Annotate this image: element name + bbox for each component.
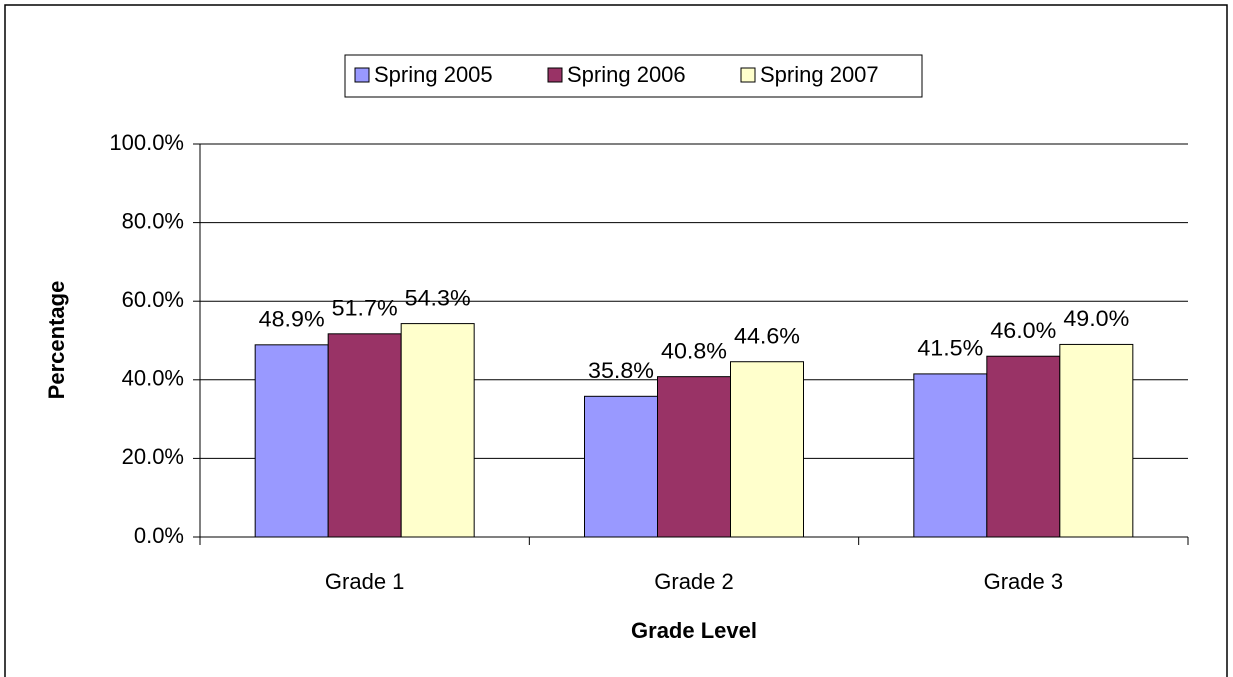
bar — [986, 355, 1061, 538]
legend-box — [344, 54, 923, 98]
value-label: 46.0% — [990, 318, 1056, 343]
value-label: 35.8% — [588, 358, 654, 383]
legend-swatch — [547, 67, 563, 83]
bar — [730, 361, 804, 538]
y-axis-title: Percentage — [44, 281, 69, 400]
x-tick-label: Grade 2 — [654, 569, 734, 594]
legend-label: Spring 2005 — [374, 62, 493, 87]
chart-border — [4, 4, 1228, 677]
x-tick-label: Grade 3 — [984, 569, 1064, 594]
y-tick-label: 0.0% — [134, 523, 184, 548]
x-axis-title: Grade Level — [631, 618, 757, 643]
bar — [400, 323, 475, 538]
value-label: 49.0% — [1063, 306, 1129, 331]
value-label: 51.7% — [332, 296, 398, 321]
bar — [254, 344, 329, 538]
y-tick-label: 60.0% — [122, 287, 184, 312]
y-tick-label: 80.0% — [122, 208, 184, 233]
value-label: 40.8% — [661, 338, 727, 363]
y-tick-label: 40.0% — [122, 366, 184, 391]
legend-swatch — [354, 67, 370, 83]
bar — [584, 395, 658, 538]
bar — [657, 376, 731, 538]
legend-label: Spring 2007 — [760, 62, 879, 87]
bar — [913, 373, 988, 538]
x-tick-label: Grade 1 — [325, 569, 405, 594]
value-label: 41.5% — [917, 336, 983, 361]
value-label: 44.6% — [734, 324, 800, 349]
value-label: 54.3% — [405, 285, 471, 310]
legend-swatch — [740, 67, 756, 83]
y-tick-label: 100.0% — [109, 130, 184, 155]
value-label: 48.9% — [259, 307, 325, 332]
legend-label: Spring 2006 — [567, 62, 686, 87]
y-tick-label: 20.0% — [122, 444, 184, 469]
bar — [1059, 343, 1134, 538]
bar — [327, 333, 402, 538]
